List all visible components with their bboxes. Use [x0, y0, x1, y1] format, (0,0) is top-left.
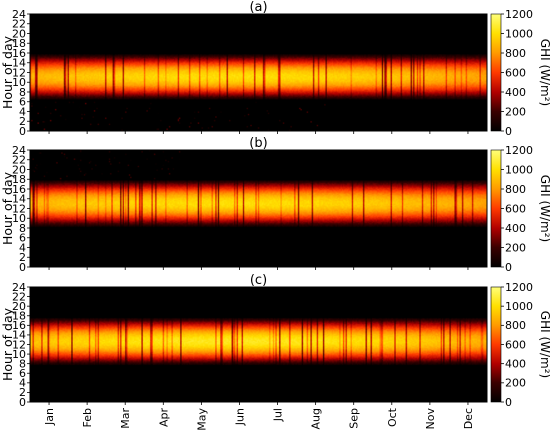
colorbar: 0 200 400 600 800 1000 1200 GHI (W/m²) [490, 281, 550, 409]
x-tick-label: Jun [233, 408, 246, 426]
colorbar-tick-label: 1200 [505, 144, 533, 157]
colorbar-tick-label: 200 [505, 241, 526, 254]
y-tick-label: 10 [12, 76, 26, 89]
y-tick-label: 0 [19, 261, 26, 274]
y-tick-label: 18 [12, 37, 26, 50]
colorbar-tick-label: 800 [505, 183, 526, 196]
heatmap-cells [30, 287, 487, 402]
y-tick-label: 10 [12, 348, 26, 361]
x-tick-label: Nov [424, 408, 437, 430]
colorbar-tick-label: 400 [505, 357, 526, 370]
colorbar-tick-label: 400 [505, 86, 526, 99]
x-tick-label: Jul [272, 408, 285, 422]
y-tick-label: 22 [12, 154, 26, 167]
y-tick-label: 20 [12, 163, 26, 176]
heatmap-cells [30, 150, 487, 267]
x-tick-label: Jan [43, 408, 56, 426]
colorbar: 0 200 400 600 800 1000 1200 GHI (W/m²) [490, 8, 550, 138]
x-tick-label: Sep [348, 408, 361, 429]
y-tick-label: 8 [19, 357, 26, 370]
y-tick-label: 6 [19, 96, 26, 109]
colorbar-gradient [490, 286, 502, 403]
panel-title: (a) [249, 0, 267, 15]
y-tick-label: 16 [12, 319, 26, 332]
colorbar-tick-label: 0 [505, 125, 512, 138]
colorbar-tick-label: 200 [505, 377, 526, 390]
x-tick-label: Aug [310, 408, 323, 429]
y-tick-label: 16 [12, 183, 26, 196]
colorbar-label: GHI (W/m²) [538, 175, 550, 242]
y-tick-label: 14 [12, 329, 26, 342]
colorbar-label: GHI (W/m²) [538, 39, 550, 106]
colorbar-tick-label: 800 [505, 319, 526, 332]
y-tick-label: 14 [12, 193, 26, 206]
panel-title: (c) [250, 273, 267, 288]
y-tick-label: 2 [19, 251, 26, 264]
colorbar-tick-label: 200 [505, 105, 526, 118]
y-tick-label: 4 [19, 377, 26, 390]
x-tick-label: Oct [386, 407, 399, 427]
colorbar-tick-label: 0 [505, 261, 512, 274]
y-tick-label: 6 [19, 232, 26, 245]
y-axis-label: Hour of day [0, 35, 15, 109]
y-tick-label: 4 [19, 241, 26, 254]
colorbar-tick-label: 1200 [505, 8, 533, 21]
y-tick-label: 0 [19, 125, 26, 138]
colorbar-tick-label: 1000 [505, 163, 533, 176]
y-tick-label: 12 [12, 66, 26, 79]
y-tick-label: 4 [19, 105, 26, 118]
colorbar: 0 200 400 600 800 1000 1200 GHI (W/m²) [490, 144, 550, 274]
colorbar-gradient [490, 13, 502, 132]
x-tick-label: May [195, 408, 208, 431]
x-tick-label: Dec [462, 408, 475, 429]
y-tick-label: 22 [12, 290, 26, 303]
y-tick-label: 6 [19, 367, 26, 380]
x-tick-label: Apr [157, 408, 170, 428]
y-tick-label: 14 [12, 57, 26, 70]
colorbar-tick-label: 600 [505, 202, 526, 215]
y-tick-label: 0 [19, 396, 26, 409]
y-tick-label: 12 [12, 338, 26, 351]
y-tick-label: 20 [12, 300, 26, 313]
y-tick-label: 8 [19, 222, 26, 235]
y-tick-label: 8 [19, 86, 26, 99]
y-tick-label: 2 [19, 115, 26, 128]
heatmap-cells [30, 14, 487, 131]
colorbar-tick-label: 800 [505, 47, 526, 60]
y-tick-label: 12 [12, 202, 26, 215]
y-tick-label: 20 [12, 27, 26, 40]
x-tick-label: Mar [119, 408, 132, 429]
colorbar-tick-label: 400 [505, 222, 526, 235]
colorbar-tick-label: 1200 [505, 281, 533, 294]
y-tick-label: 16 [12, 47, 26, 60]
colorbar-tick-label: 0 [505, 396, 512, 409]
y-tick-label: 24 [12, 281, 26, 294]
y-tick-label: 18 [12, 310, 26, 323]
y-axis-label: Hour of day [0, 171, 15, 245]
y-tick-label: 18 [12, 173, 26, 186]
colorbar-tick-label: 1000 [505, 27, 533, 40]
panel-title: (b) [249, 136, 267, 151]
colorbar-tick-label: 600 [505, 338, 526, 351]
colorbar-tick-label: 1000 [505, 300, 533, 313]
y-tick-label: 24 [12, 8, 26, 21]
colorbar-gradient [490, 149, 502, 268]
y-tick-label: 10 [12, 212, 26, 225]
colorbar-label: GHI (W/m²) [538, 311, 550, 378]
x-tick-label: Feb [81, 408, 94, 427]
y-tick-label: 2 [19, 386, 26, 399]
y-tick-label: 22 [12, 18, 26, 31]
y-axis-label: Hour of day [0, 307, 15, 381]
colorbar-tick-label: 600 [505, 66, 526, 79]
y-tick-label: 24 [12, 144, 26, 157]
